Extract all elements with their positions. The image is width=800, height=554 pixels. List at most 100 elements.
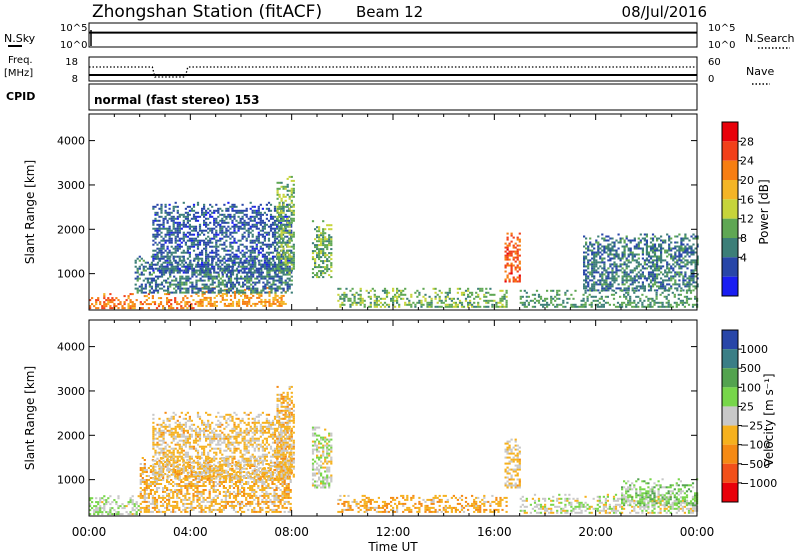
data-cell [456, 291, 459, 294]
data-cell [229, 227, 232, 230]
data-cell [227, 289, 230, 292]
data-cell [649, 237, 653, 240]
data-cell [631, 277, 634, 280]
data-cell [210, 502, 213, 505]
data-cell [176, 223, 179, 226]
data-cell [187, 289, 190, 292]
data-cell [625, 245, 628, 248]
data-cell [550, 289, 553, 292]
data-cell [190, 307, 193, 310]
data-cell [263, 263, 266, 266]
data-cell [221, 292, 224, 295]
data-cell [288, 285, 291, 288]
data-cell [253, 205, 256, 208]
data-cell [258, 296, 261, 299]
data-cell [280, 249, 283, 252]
data-cell [188, 477, 191, 479]
data-cell [203, 265, 206, 268]
data-cell [593, 267, 596, 270]
data-cell [176, 489, 179, 491]
data-cell [623, 275, 626, 278]
data-cell [674, 265, 677, 268]
data-cell [143, 490, 146, 493]
data-cell [227, 277, 230, 280]
data-cell [645, 249, 648, 252]
data-cell [273, 237, 277, 240]
data-cell [330, 236, 333, 239]
data-cell [242, 298, 245, 301]
data-cell [542, 305, 545, 308]
data-cell [251, 255, 254, 258]
data-cell [674, 257, 677, 260]
data-cell [292, 245, 295, 248]
data-cell [505, 303, 508, 306]
data-cell [635, 289, 638, 292]
data-cell [683, 301, 686, 304]
data-cell [367, 295, 370, 298]
data-cell [318, 270, 321, 273]
data-cell [140, 283, 143, 286]
data-cell [244, 294, 247, 297]
data-cell [244, 288, 247, 291]
data-cell [231, 259, 234, 262]
data-cell [149, 303, 152, 306]
data-cell [199, 302, 202, 305]
data-cell [627, 249, 630, 252]
data-cell [143, 479, 146, 481]
data-cell [385, 303, 389, 306]
data-cell [238, 298, 241, 301]
data-cell [685, 297, 689, 300]
data-cell [379, 297, 382, 300]
data-cell [208, 477, 211, 479]
data-cell [592, 295, 595, 298]
data-cell [504, 264, 507, 267]
data-cell [139, 502, 142, 505]
data-cell [186, 502, 189, 505]
data-cell [156, 243, 159, 246]
data-cell [231, 263, 235, 266]
data-cell [233, 227, 236, 230]
data-cell [185, 275, 188, 278]
data-cell [621, 305, 624, 308]
data-cell [330, 264, 333, 267]
data-cell [233, 225, 236, 228]
data-cell [271, 265, 275, 268]
data-cell [209, 296, 212, 299]
data-cell [629, 297, 632, 300]
data-cell [284, 195, 287, 198]
data-cell [164, 239, 167, 242]
data-cell [172, 496, 175, 499]
data-cell [156, 223, 159, 226]
data-cell [651, 259, 655, 262]
data-cell [196, 500, 199, 503]
data-cell [662, 285, 665, 288]
data-cell [375, 303, 378, 306]
data-cell [188, 233, 191, 236]
data-cell [182, 481, 185, 483]
data-cell [260, 302, 263, 305]
data-cell [217, 279, 220, 282]
data-cell [687, 297, 691, 300]
data-cell [267, 225, 271, 228]
data-cell [290, 209, 293, 212]
data-cell [207, 263, 210, 266]
data-cell [152, 263, 155, 266]
data-cell [188, 467, 191, 469]
data-cell [271, 263, 275, 266]
data-cell [241, 249, 244, 252]
data-cell [221, 275, 224, 278]
data-cell [158, 223, 161, 226]
data-cell [109, 307, 112, 310]
data-cell [591, 265, 594, 268]
data-cell [512, 256, 515, 259]
data-cell [696, 273, 699, 276]
data-cell [215, 239, 218, 242]
data-cell [172, 231, 175, 234]
data-cell [643, 261, 646, 264]
data-cell [256, 255, 259, 258]
data-cell [633, 291, 636, 294]
data-cell [267, 267, 271, 270]
data-cell [678, 249, 681, 252]
data-cell [143, 471, 146, 473]
data-cell [188, 223, 191, 226]
